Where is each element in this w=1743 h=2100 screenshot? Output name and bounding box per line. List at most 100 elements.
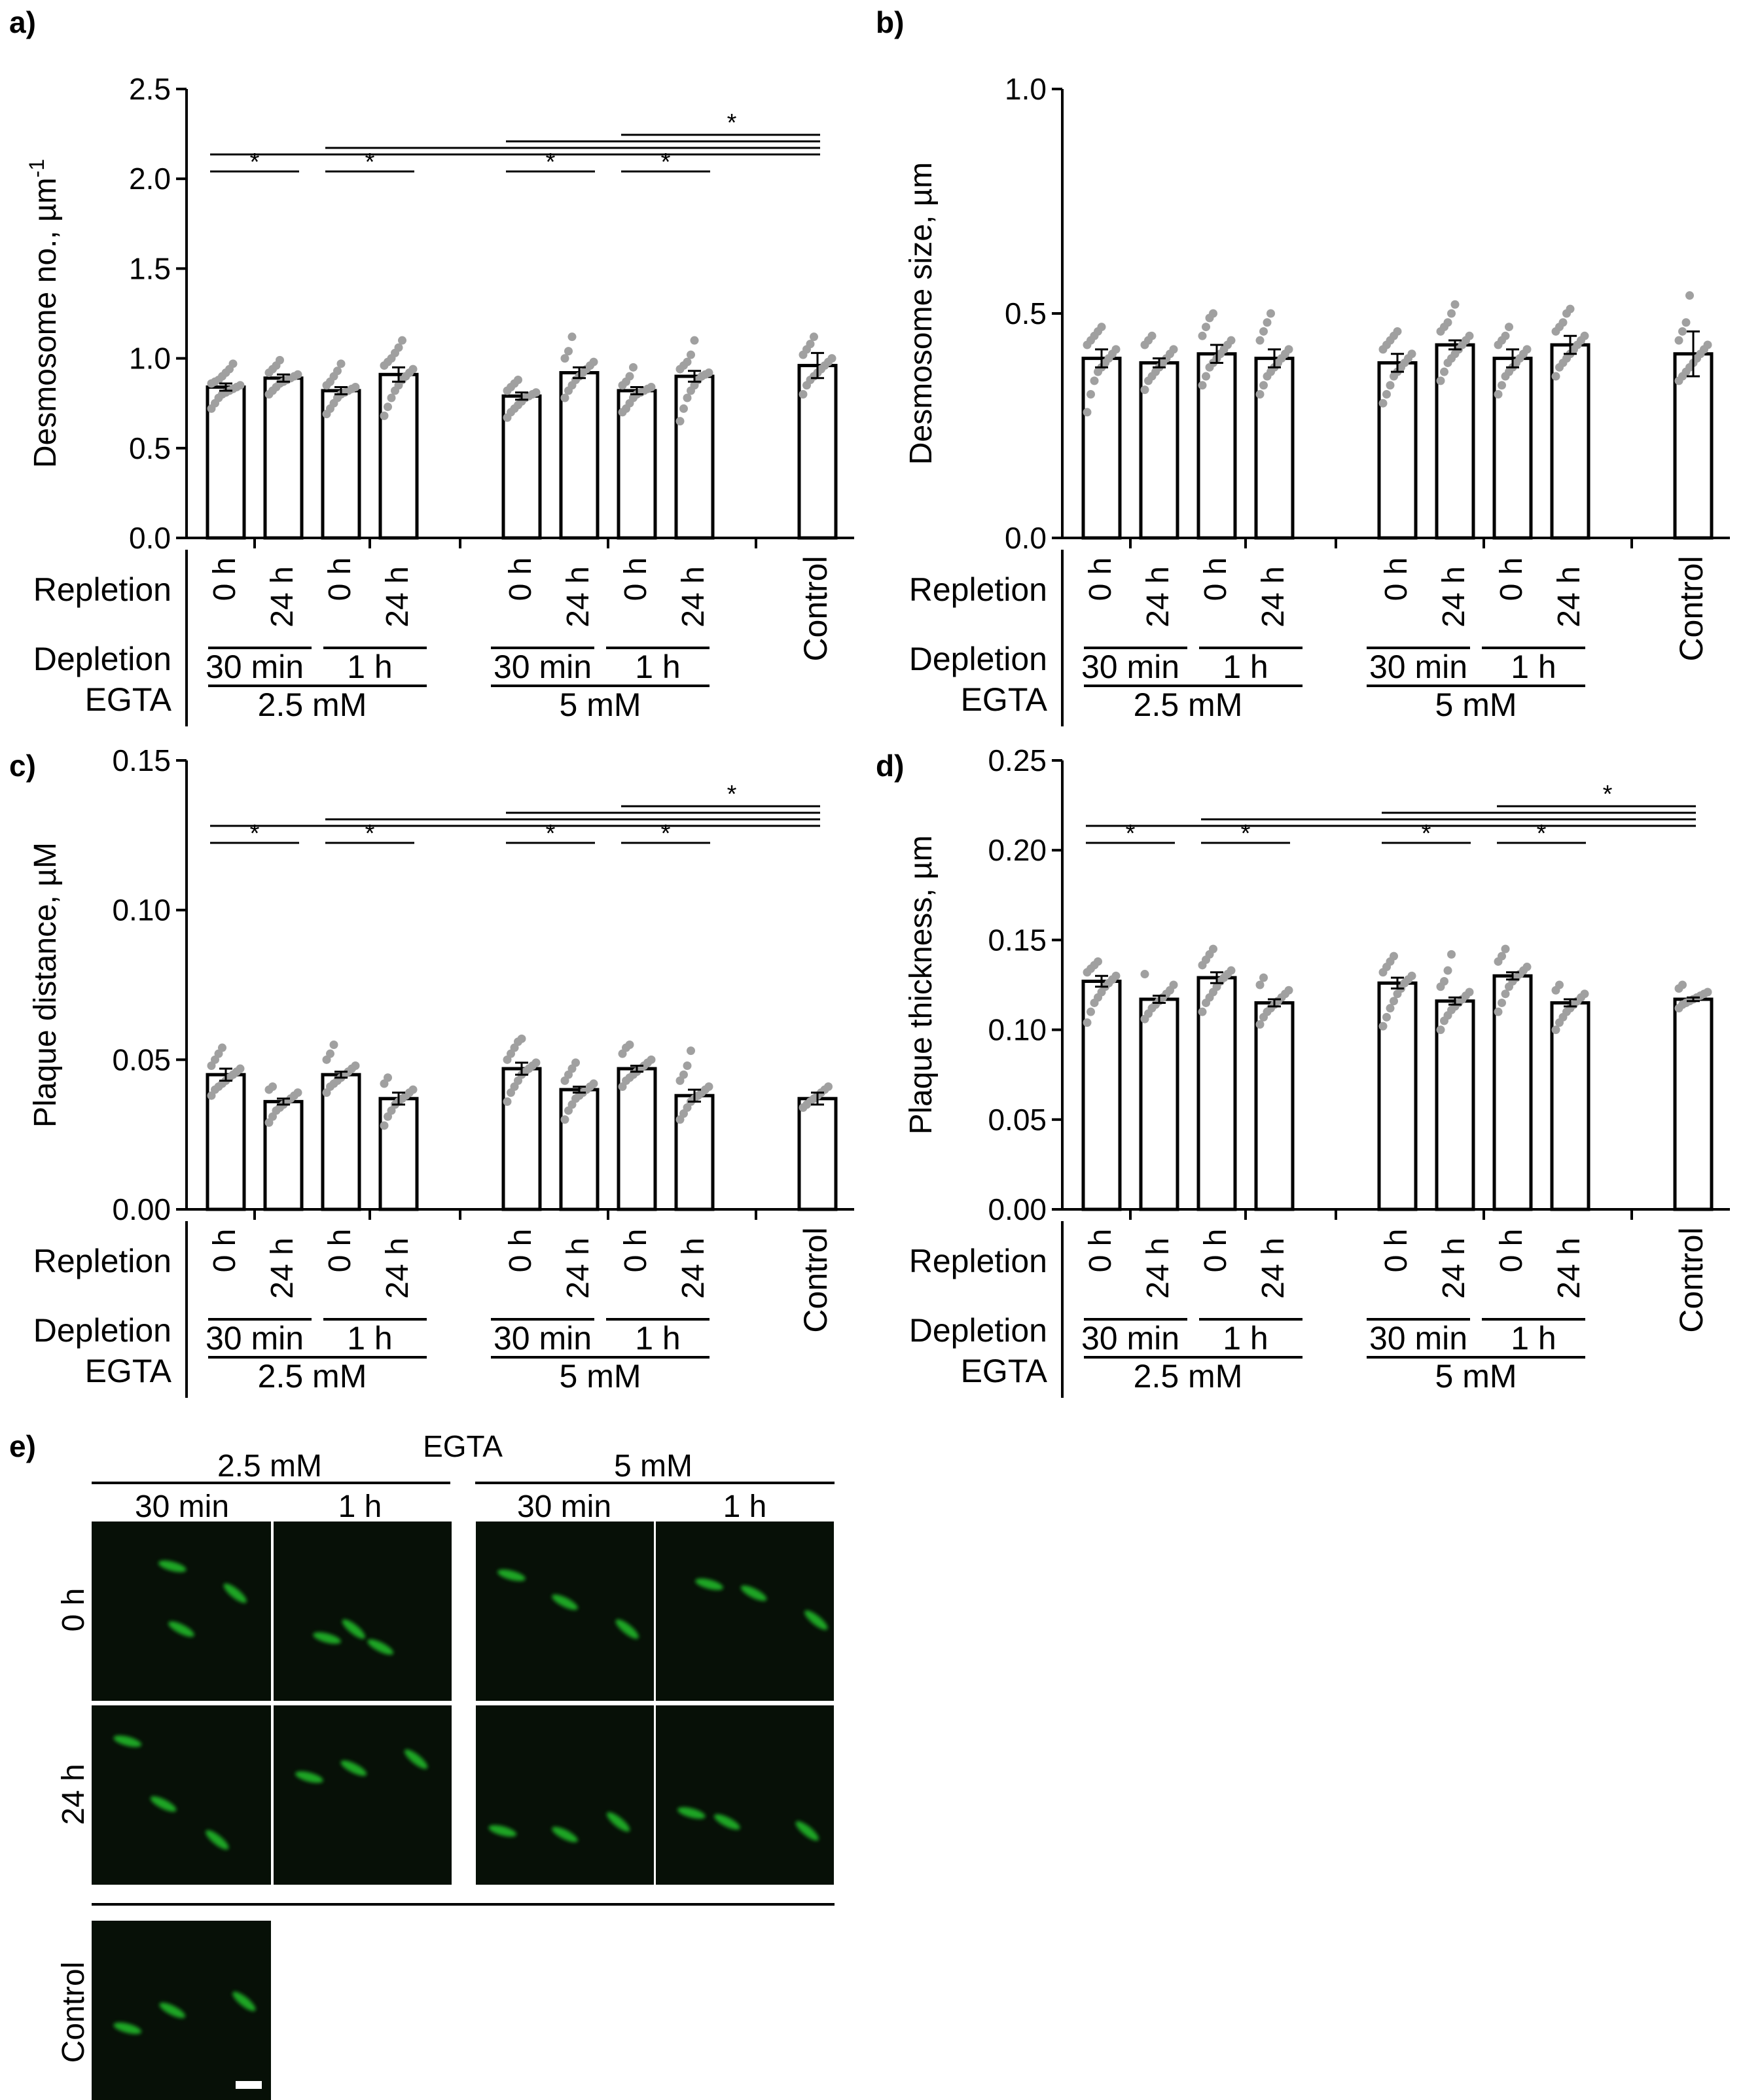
significance-star: *: [1241, 820, 1251, 847]
data-point: [408, 365, 418, 374]
micrograph-image: [476, 1705, 654, 1885]
data-point: [503, 1097, 512, 1106]
repletion-label: 0 h: [1198, 558, 1233, 601]
data-point: [690, 336, 699, 345]
bar: [1081, 357, 1122, 540]
data-point: [1382, 389, 1391, 399]
desmosome-signal: [206, 1830, 229, 1850]
data-point: [679, 404, 688, 413]
data-point: [1465, 988, 1474, 997]
y-axis-label-text: Desmosome size, µm: [904, 162, 939, 465]
y-axis-label-text: Desmosome no., µm: [28, 177, 63, 468]
y-tick-label: 0.15: [988, 923, 1047, 957]
data-point: [1580, 989, 1589, 999]
chart-panel-b: 0.0 0.5 1.0 Desmosome size, µm 0 h 24 h 0 h 24 …: [904, 72, 1730, 726]
significance-star: *: [727, 781, 737, 808]
repletion-label: 0 h: [1083, 558, 1118, 601]
row-header-24h: 24 h: [56, 1764, 91, 1824]
bar: [1673, 997, 1714, 1211]
desmosome-signal: [795, 1821, 819, 1841]
data-point: [1140, 970, 1149, 979]
data-point: [351, 1061, 360, 1070]
egta-label: 5 mM: [1435, 1358, 1517, 1395]
data-point: [1111, 345, 1121, 354]
repletion-label: 24 h: [380, 566, 415, 627]
repletion-row-label: Repletion: [33, 1243, 171, 1279]
data-point: [1551, 1025, 1560, 1035]
y-tick-label: 0.00: [988, 1192, 1047, 1226]
data-point: [1494, 389, 1503, 399]
significance-star: *: [365, 149, 375, 176]
data-point: [1501, 944, 1510, 953]
data-point: [675, 417, 685, 426]
repletion-label: 24 h: [1552, 1237, 1587, 1298]
data-point: [1498, 952, 1506, 961]
significance-star: *: [1537, 820, 1547, 847]
depletion-row-label: Depletion: [909, 641, 1047, 677]
data-point: [1443, 318, 1452, 327]
depletion-label: 1 h: [347, 1320, 393, 1357]
repletion-label: 0 h: [619, 558, 653, 601]
repletion-label: 0 h: [323, 558, 357, 601]
data-point: [1498, 381, 1506, 390]
data-point: [1494, 1007, 1503, 1016]
data-point: [810, 332, 818, 342]
data-point: [1522, 963, 1532, 972]
data-point: [1169, 345, 1178, 354]
micrograph-image: [476, 1522, 654, 1701]
conc-header-5: 5 mM: [614, 1449, 692, 1484]
data-point: [218, 1043, 226, 1052]
control-label: Control: [797, 556, 834, 661]
data-point: [1259, 327, 1268, 336]
data-point: [560, 1115, 569, 1124]
data-point: [589, 357, 598, 366]
y-tick-label: 0.20: [988, 833, 1047, 867]
y-tick-label: 0.15: [112, 743, 171, 777]
data-point: [1267, 309, 1275, 318]
micrograph-image: [92, 1522, 271, 1701]
data-point: [1386, 1004, 1395, 1013]
desmosome-signal: [295, 1771, 323, 1783]
data-point: [1674, 336, 1683, 345]
data-point: [1209, 944, 1217, 953]
panel-e-letter: e): [9, 1429, 36, 1463]
data-point: [806, 340, 815, 349]
data-point: [1255, 389, 1265, 399]
egta-label: 2.5 mM: [258, 1358, 367, 1395]
control-label: Control: [1673, 556, 1710, 661]
significance-star: *: [661, 820, 671, 847]
data-point: [1202, 323, 1210, 332]
bar: [1254, 1001, 1295, 1211]
data-point: [1703, 340, 1712, 349]
depletion-row-label: Depletion: [33, 641, 171, 677]
bar: [1139, 997, 1179, 1211]
desmosome-signal: [342, 1619, 366, 1639]
micrograph-image: [92, 1705, 271, 1885]
depletion-label: 30 min: [1081, 649, 1179, 685]
desmosome-signal: [804, 1610, 828, 1630]
repletion-label: 24 h: [561, 566, 596, 627]
data-point: [683, 357, 692, 366]
significance-star: *: [661, 149, 671, 176]
micrograph-image: [656, 1522, 834, 1701]
duration-header-3: 30 min: [517, 1489, 611, 1524]
control-label: Control: [797, 1227, 834, 1332]
panel-b-letter: b): [876, 5, 904, 39]
desmosome-signal: [713, 1814, 740, 1830]
bar: [1435, 999, 1475, 1211]
egta-label: 5 mM: [560, 1358, 641, 1395]
data-point: [560, 393, 569, 402]
data-point: [1551, 372, 1560, 381]
data-point: [560, 354, 569, 363]
egta-row-label: EGTA: [85, 1353, 172, 1389]
micrograph-image: [656, 1705, 834, 1885]
y-tick-label: 0.0: [1005, 521, 1047, 555]
data-point: [567, 332, 577, 342]
control-row-header: Control: [56, 1962, 91, 2063]
significance-star: *: [365, 820, 375, 847]
repletion-label: 24 h: [1552, 566, 1587, 627]
data-point: [1393, 327, 1402, 336]
data-point: [1390, 997, 1398, 1006]
data-point: [1681, 318, 1691, 327]
bar: [263, 376, 304, 540]
